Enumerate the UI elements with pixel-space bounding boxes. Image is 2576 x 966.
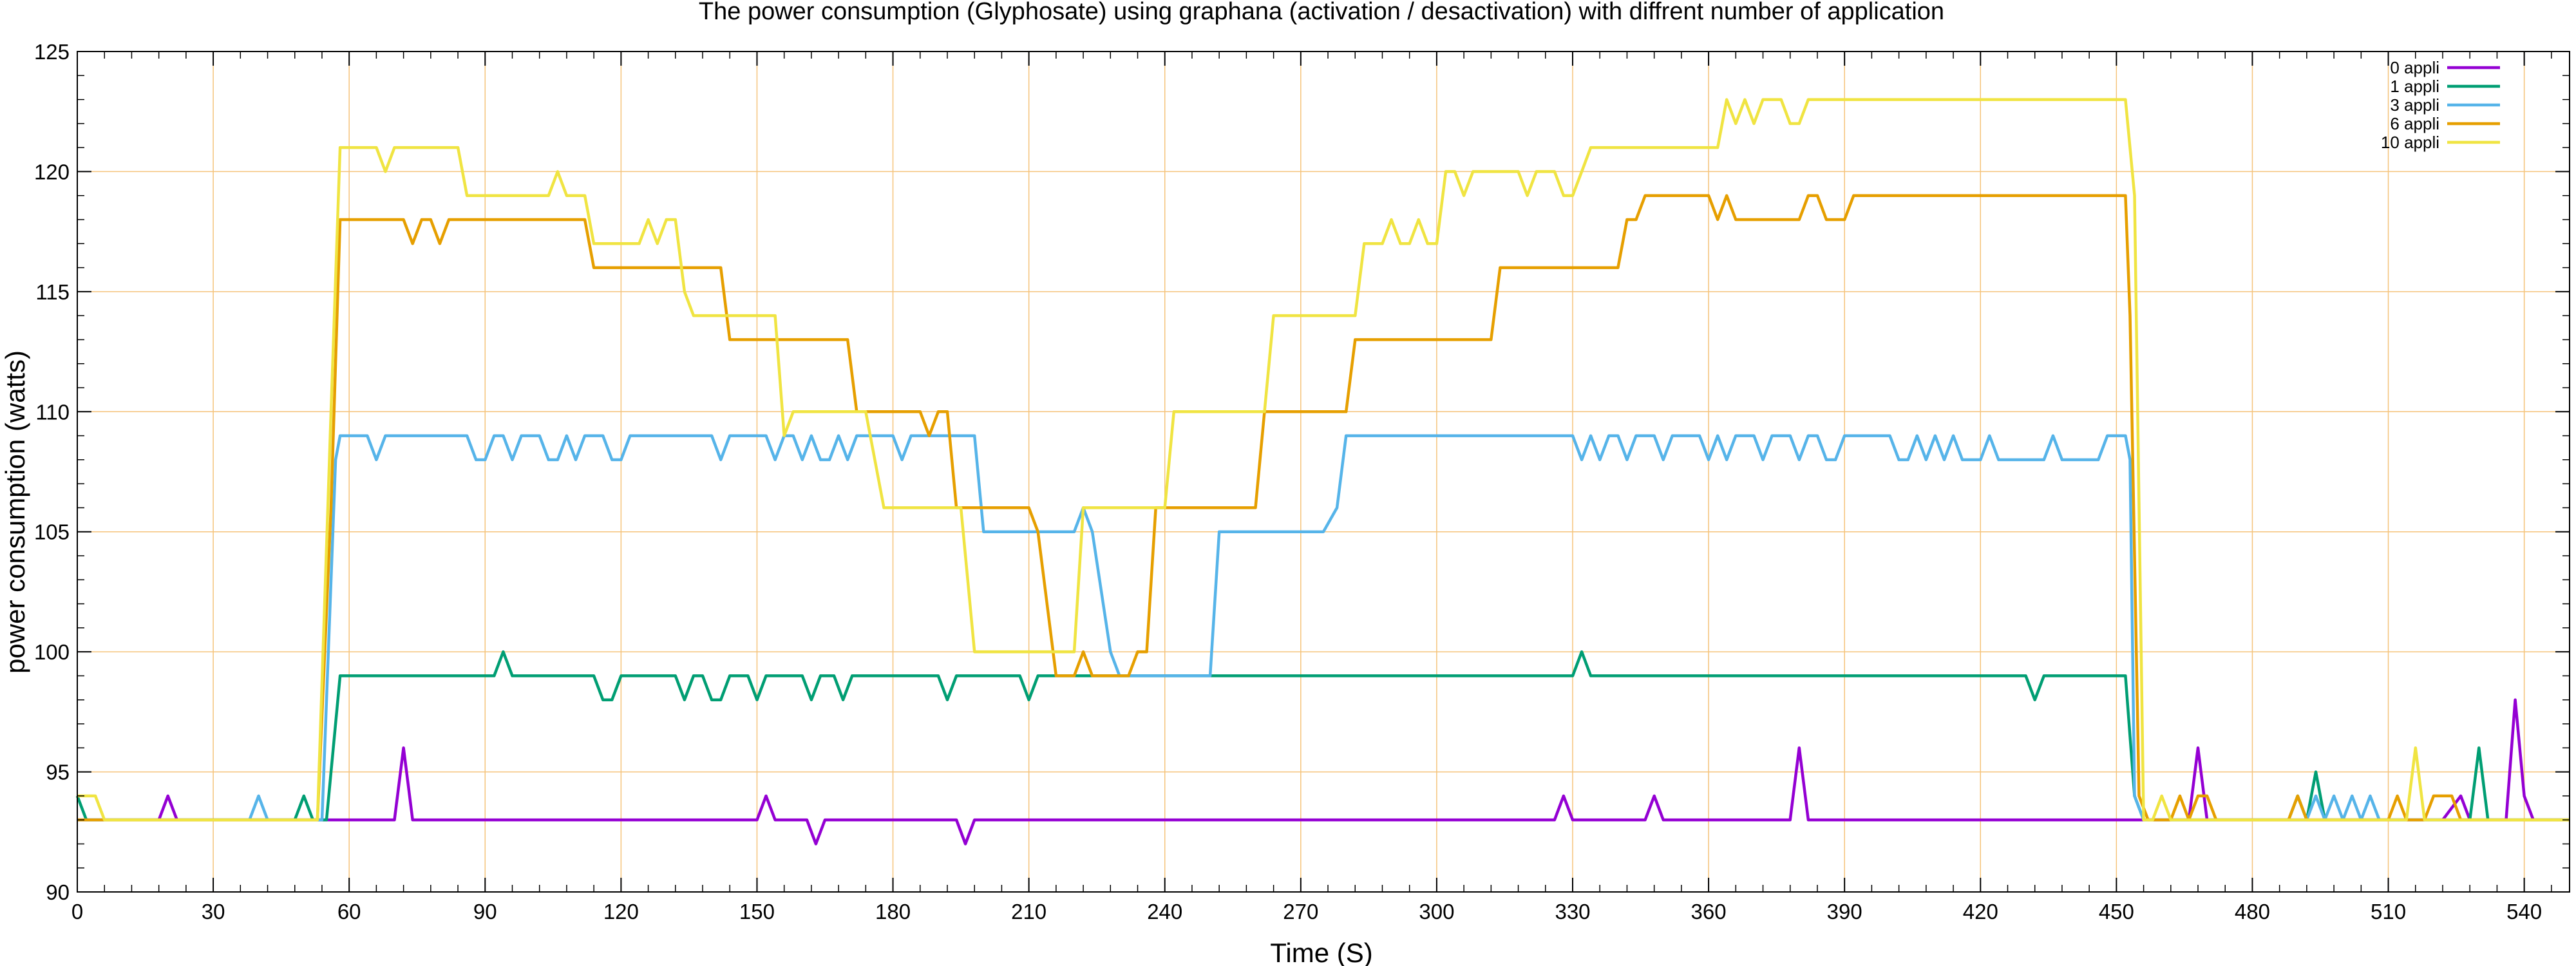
y-tick-label: 125 bbox=[34, 40, 70, 64]
x-tick-label: 150 bbox=[739, 900, 775, 923]
y-tick-label: 100 bbox=[34, 640, 70, 664]
y-tick-label: 95 bbox=[46, 761, 70, 784]
x-tick-label: 210 bbox=[1011, 900, 1046, 923]
x-tick-label: 540 bbox=[2506, 900, 2542, 923]
legend-label-6-appli: 6 appli bbox=[2390, 114, 2439, 133]
x-tick-label: 120 bbox=[603, 900, 639, 923]
series-line-1-appli bbox=[75, 650, 2570, 822]
x-tick-label: 360 bbox=[1691, 900, 1727, 923]
x-tick-label: 510 bbox=[2371, 900, 2406, 923]
x-tick-label: 420 bbox=[1963, 900, 1998, 923]
series-line-0-appli bbox=[77, 698, 2570, 846]
y-tick-label: 115 bbox=[35, 280, 70, 304]
y-tick-label: 105 bbox=[34, 520, 70, 544]
x-tick-label: 30 bbox=[202, 900, 225, 923]
x-tick-label: 90 bbox=[473, 900, 497, 923]
legend-label-10-appli: 10 appli bbox=[2381, 133, 2439, 152]
x-tick-label: 450 bbox=[2099, 900, 2134, 923]
x-tick-label: 180 bbox=[875, 900, 911, 923]
legend-label-1-appli: 1 appli bbox=[2390, 77, 2439, 96]
y-tick-label: 120 bbox=[34, 160, 70, 184]
series-line-6-appli bbox=[77, 194, 2570, 822]
series-line-3-appli bbox=[77, 434, 2570, 822]
x-tick-label: 330 bbox=[1555, 900, 1590, 923]
y-axis-label: power consumption (watts) bbox=[0, 350, 30, 674]
y-tick-label: 110 bbox=[35, 400, 70, 424]
x-tick-label: 240 bbox=[1147, 900, 1182, 923]
legend-label-3-appli: 3 appli bbox=[2390, 95, 2439, 115]
chart-title: The power consumption (Glyphosate) using… bbox=[699, 0, 1944, 25]
x-tick-label: 480 bbox=[2235, 900, 2270, 923]
legend-label-0-appli: 0 appli bbox=[2390, 58, 2439, 77]
x-tick-label: 60 bbox=[337, 900, 361, 923]
x-axis-label: Time (S) bbox=[1270, 938, 1372, 966]
series-line-10-appli bbox=[77, 98, 2570, 822]
series-lines bbox=[75, 98, 2570, 846]
plot-area-frame bbox=[77, 51, 2570, 893]
axis-ticks: 0 30 60 90 120 150 180 210 240 270 300 330 360 390 420… bbox=[34, 40, 2570, 923]
x-tick-label: 0 bbox=[71, 900, 83, 923]
x-tick-label: 300 bbox=[1419, 900, 1454, 923]
x-tick-label: 270 bbox=[1283, 900, 1318, 923]
x-tick-label: 390 bbox=[1827, 900, 1862, 923]
y-tick-label: 90 bbox=[46, 880, 70, 904]
